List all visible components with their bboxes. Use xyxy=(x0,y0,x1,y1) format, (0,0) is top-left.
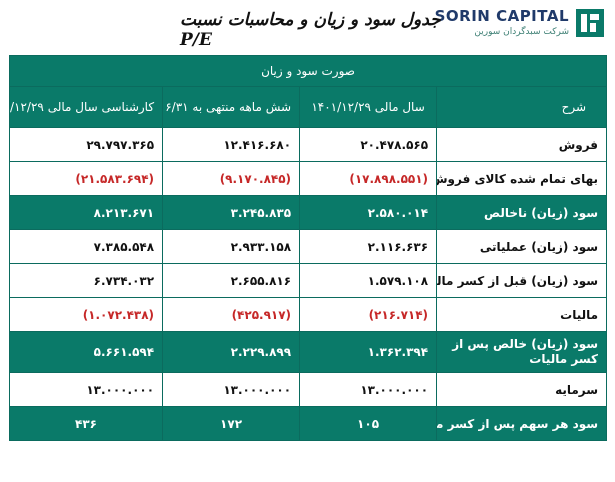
table-row: فروش ۲۰.۴۷۸.۵۶۵ ۱۲.۴۱۶.۶۸۰ ۲۹.۷۹۷.۳۶۵ xyxy=(8,127,608,162)
table-row: بهای تمام شده کالای فروش رفته (۱۷.۸۹۸.۵۵… xyxy=(8,161,608,196)
cell-value: ۱۰۵ xyxy=(299,406,438,441)
row-label: فروش xyxy=(436,127,608,162)
brand-block: SORIN CAPITAL شرکت سبدگردان سورین xyxy=(435,7,569,37)
row-label: سود (زیان) خالص پس از کسر مالیات xyxy=(436,331,608,373)
header-col3: کارشناسی سال مالی ۱۴۰۲/۱۲/۲۹ xyxy=(8,86,164,128)
table-caption-row: صورت سود و زیان xyxy=(8,55,608,87)
row-label: سود (زیان) قبل از کسر مالیات xyxy=(436,263,608,298)
table-row: سود (زیان) عملیاتی ۲.۱۱۶.۶۳۶ ۲.۹۳۳.۱۵۸ ۷… xyxy=(8,229,608,264)
income-statement-table: صورت سود و زیان شرح سال مالی ۱۴۰۱/۱۲/۲۹ … xyxy=(8,55,608,441)
cell-value: ۲.۹۳۳.۱۵۸ xyxy=(162,229,301,264)
cell-value: ۱.۵۷۹.۱۰۸ xyxy=(299,263,438,298)
header-description: شرح xyxy=(436,86,608,128)
table-row: مالیات (۲۱۶.۷۱۴) (۴۲۵.۹۱۷) (۱.۰۷۲.۴۳۸) xyxy=(8,297,608,332)
row-label: سرمایه xyxy=(436,372,608,407)
cell-value: ۴۳۶ xyxy=(8,406,164,441)
table-row: سود (زیان) خالص پس از کسر مالیات ۱.۳۶۲.۳… xyxy=(8,331,608,373)
table-row: سرمایه ۱۳.۰۰۰.۰۰۰ ۱۳.۰۰۰.۰۰۰ ۱۳.۰۰۰.۰۰۰ xyxy=(8,372,608,407)
cell-value: ۳.۲۴۵.۸۳۵ xyxy=(162,195,301,230)
cell-value: (۴۲۵.۹۱۷) xyxy=(162,297,301,332)
cell-value: (۲۱.۵۸۳.۶۹۴) xyxy=(8,161,164,196)
cell-value: ۷.۳۸۵.۵۴۸ xyxy=(8,229,164,264)
cell-value: ۲.۶۵۵.۸۱۶ xyxy=(162,263,301,298)
cell-value: ۲.۱۱۶.۶۳۶ xyxy=(299,229,438,264)
cell-value: ۱۳.۰۰۰.۰۰۰ xyxy=(162,372,301,407)
cell-value: ۱۷۲ xyxy=(162,406,301,441)
cell-value: ۲.۲۲۹.۸۹۹ xyxy=(162,331,301,373)
cell-value: ۱.۳۶۲.۳۹۴ xyxy=(299,331,438,373)
cell-value: ۱۳.۰۰۰.۰۰۰ xyxy=(299,372,438,407)
cell-value: ۸.۲۱۳.۶۷۱ xyxy=(8,195,164,230)
row-label: سود (زیان) عملیاتی xyxy=(436,229,608,264)
page-title: جدول سود و زیان و محاسبات نسبت P/E xyxy=(180,10,441,50)
table-row: سود هر سهم پس از کسر مالیات ۱۰۵ ۱۷۲ ۴۳۶ xyxy=(8,406,608,441)
row-label: سود هر سهم پس از کسر مالیات xyxy=(436,406,608,441)
cell-value: (۱۷.۸۹۸.۵۵۱) xyxy=(299,161,438,196)
table-row: سود (زیان) ناخالص ۲.۵۸۰.۰۱۴ ۳.۲۴۵.۸۳۵ ۸.… xyxy=(8,195,608,230)
sorin-logo-icon xyxy=(576,9,604,37)
page-header: SORIN CAPITAL شرکت سبدگردان سورین جدول س… xyxy=(0,0,615,52)
cell-value: ۱۳.۰۰۰.۰۰۰ xyxy=(8,372,164,407)
cell-value: ۲۹.۷۹۷.۳۶۵ xyxy=(8,127,164,162)
row-label: بهای تمام شده کالای فروش رفته xyxy=(436,161,608,196)
cell-value: ۱۲.۴۱۶.۶۸۰ xyxy=(162,127,301,162)
cell-value: (۱.۰۷۲.۴۳۸) xyxy=(8,297,164,332)
table-header-row: شرح سال مالی ۱۴۰۱/۱۲/۲۹ شش ماهه منتهی به… xyxy=(8,86,608,128)
row-label: سود (زیان) ناخالص xyxy=(436,195,608,230)
cell-value: ۶.۷۳۴.۰۳۲ xyxy=(8,263,164,298)
cell-value: ۲۰.۴۷۸.۵۶۵ xyxy=(299,127,438,162)
cell-value: ۲.۵۸۰.۰۱۴ xyxy=(299,195,438,230)
table-caption: صورت سود و زیان xyxy=(8,55,608,87)
table-row: سود (زیان) قبل از کسر مالیات ۱.۵۷۹.۱۰۸ ۲… xyxy=(8,263,608,298)
header-col1: سال مالی ۱۴۰۱/۱۲/۲۹ xyxy=(299,86,438,128)
cell-value: ۵.۶۶۱.۵۹۴ xyxy=(8,331,164,373)
header-col2: شش ماهه منتهی به ۱۴۰۲/۰۶/۳۱ xyxy=(162,86,301,128)
brand-name: SORIN CAPITAL xyxy=(434,7,569,25)
cell-value: (۲۱۶.۷۱۴) xyxy=(299,297,438,332)
brand-tagline: شرکت سبدگردان سورین xyxy=(474,27,569,37)
row-label: مالیات xyxy=(436,297,608,332)
cell-value: (۹.۱۷۰.۸۴۵) xyxy=(162,161,301,196)
